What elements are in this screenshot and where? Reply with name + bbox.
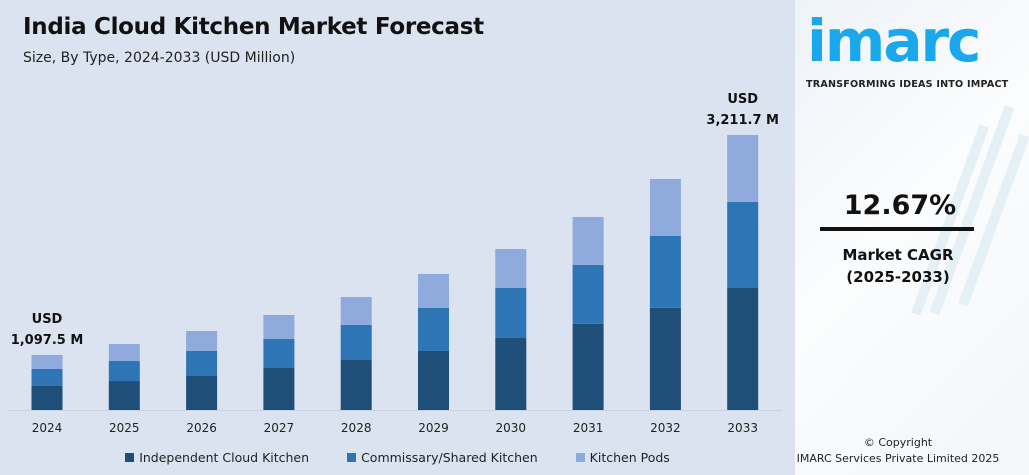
bar-segment-2030-0 (495, 338, 527, 410)
bar-segment-2028-1 (340, 324, 372, 361)
x-tick-label: 2030 (496, 421, 527, 435)
bar-segment-2029-2 (418, 273, 449, 308)
chart-panel: 2024 USD 1,097.5 M 2025 2026 2027 2028 2029 2030… (0, 0, 795, 475)
bar-segment-2027-2 (263, 314, 295, 340)
info-sidebar: imarc TRANSFORMING IDEAS INTO IMPACT 12.… (795, 0, 1029, 475)
bar-segment-2029-0 (418, 350, 449, 410)
bar-segment-2028-2 (340, 296, 372, 325)
data-label-value: 1,097.5 M (11, 333, 84, 348)
x-tick-label: 2024 (32, 421, 63, 435)
bar-segment-2030-1 (495, 287, 527, 339)
cagr-label-text: Market CAGR (842, 246, 954, 264)
bar-segment-2024-1 (31, 368, 63, 386)
bar-segment-2026-0 (186, 375, 218, 410)
stacked-bar-chart: 2024 USD 1,097.5 M 2025 2026 2027 2028 2029 2030… (8, 92, 782, 435)
bar-segment-2031-0 (572, 323, 604, 410)
copyright-line2: IMARC Services Private Limited 2025 (796, 452, 1000, 465)
chart-subtitle: Size, By Type, 2024-2033 (USD Million) (23, 50, 296, 66)
bar-segment-2031-1 (572, 264, 604, 324)
legend-item-kitchen-pods: Kitchen Pods (575, 450, 670, 465)
copyright-line1: © Copyright (863, 436, 933, 449)
bar-segment-2032-2 (649, 178, 681, 236)
chart-title: India Cloud Kitchen Market Forecast (23, 14, 484, 40)
legend-swatch (125, 453, 135, 462)
legend-item-commissary: Commissary/Shared Kitchen (347, 450, 538, 465)
x-tick-label: 2026 (186, 421, 217, 435)
bar-segment-2029-1 (418, 307, 449, 351)
data-label-usd: USD (727, 92, 758, 107)
bar-segment-2025-2 (108, 344, 140, 362)
legend-label: Kitchen Pods (589, 450, 670, 465)
x-tick-label: 2029 (418, 421, 449, 435)
bar-segment-2033-2 (727, 134, 759, 202)
legend: Independent Cloud Kitchen Commissary/Sha… (0, 450, 795, 465)
copyright: © Copyright IMARC Services Private Limit… (795, 435, 1001, 467)
bar-segment-2033-0 (727, 287, 759, 410)
bar-segment-2030-2 (495, 249, 527, 288)
bar-segment-2026-2 (186, 331, 218, 351)
legend-label: Independent Cloud Kitchen (139, 450, 310, 465)
x-tick-label: 2032 (650, 421, 681, 435)
legend-item-independent: Independent Cloud Kitchen (125, 450, 309, 465)
bar-segment-2027-1 (263, 339, 295, 369)
bar-segment-2033-1 (727, 201, 759, 288)
x-tick-label: 2025 (109, 421, 140, 435)
x-tick-label: 2028 (341, 421, 372, 435)
bar-segment-2025-0 (108, 381, 140, 410)
legend-swatch (575, 453, 585, 462)
divider (820, 227, 974, 231)
bar-segment-2024-0 (31, 385, 63, 410)
bar-segment-2027-0 (263, 368, 295, 410)
bar-segment-2024-2 (31, 354, 63, 369)
bar-segment-2028-0 (340, 360, 372, 410)
cagr-period: (2025-2033) (846, 268, 950, 286)
bar-segment-2032-1 (649, 235, 681, 308)
legend-swatch (347, 453, 357, 462)
x-tick-label: 2033 (727, 421, 758, 435)
imarc-logo: imarc (807, 7, 981, 75)
data-label-value: 3,211.7 M (706, 113, 779, 128)
cagr-value: 12.67% (843, 190, 957, 221)
bar-segment-2031-2 (572, 216, 604, 265)
x-tick-label: 2027 (264, 421, 295, 435)
bar-segment-2026-1 (186, 350, 218, 376)
data-label-usd: USD (32, 312, 63, 327)
bar-segment-2032-0 (649, 307, 681, 410)
brand-tagline: TRANSFORMING IDEAS INTO IMPACT (806, 79, 1009, 90)
cagr-label: Market CAGR (2025-2033) (795, 244, 1001, 288)
bar-segment-2025-1 (108, 361, 140, 382)
x-tick-label: 2031 (573, 421, 604, 435)
legend-label: Commissary/Shared Kitchen (361, 450, 538, 465)
